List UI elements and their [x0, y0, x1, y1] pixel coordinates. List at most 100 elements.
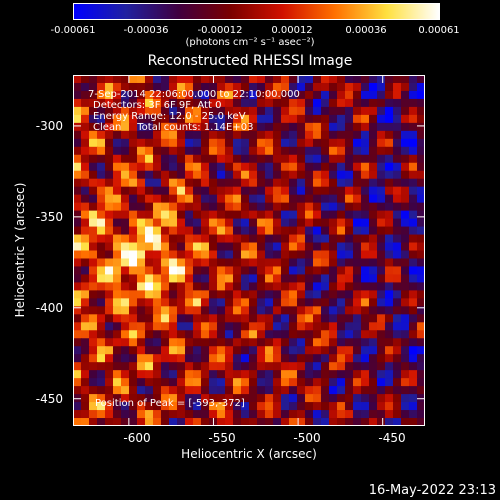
heatmap-cell	[329, 106, 338, 116]
heatmap-cell	[129, 146, 138, 156]
heatmap-cell	[401, 226, 410, 236]
heatmap-cell	[201, 354, 210, 363]
heatmap-cell	[209, 402, 218, 411]
heatmap-cell	[97, 162, 106, 172]
heatmap-cell	[369, 322, 378, 331]
heatmap-cell	[369, 82, 378, 92]
heatmap-cell	[73, 354, 82, 363]
heatmap-cell	[289, 378, 298, 387]
heatmap-cell	[377, 138, 386, 148]
heatmap-cell	[401, 354, 410, 363]
heatmap-cell	[377, 106, 386, 116]
heatmap-cell	[305, 130, 314, 140]
heatmap-cell	[89, 146, 98, 156]
heatmap-cell	[329, 378, 338, 387]
heatmap-cell	[225, 314, 234, 323]
heatmap-cell	[393, 362, 402, 371]
heatmap-cell	[81, 298, 90, 307]
heatmap-cell	[321, 250, 330, 260]
heatmap-cell	[185, 362, 194, 371]
heatmap-cell	[361, 170, 370, 180]
heatmap-cell	[193, 258, 202, 268]
heatmap-cell	[185, 298, 194, 307]
heatmap-cell	[145, 234, 154, 244]
heatmap-cell	[137, 210, 146, 220]
heatmap-cell	[369, 122, 378, 132]
heatmap-cell	[153, 362, 162, 371]
heatmap-cell	[153, 298, 162, 307]
heatmap-cell	[289, 330, 298, 339]
heatmap-cell	[249, 162, 258, 172]
heatmap-cell	[97, 130, 106, 140]
heatmap-cell	[113, 386, 122, 395]
heatmap-cell	[393, 394, 402, 403]
heatmap-cell	[393, 130, 402, 140]
heatmap-cell	[137, 266, 146, 276]
heatmap-cell	[297, 250, 306, 260]
heatmap-cell	[201, 274, 210, 284]
heatmap-cell	[209, 306, 218, 315]
heatmap-cell	[145, 202, 154, 212]
heatmap-cell	[281, 210, 290, 220]
heatmap-cell	[337, 98, 346, 108]
heatmap-cell	[417, 114, 425, 124]
heatmap-cell	[145, 258, 154, 268]
heatmap-cell	[73, 242, 82, 252]
heatmap-cell	[97, 210, 106, 220]
heatmap-cell	[217, 75, 226, 84]
heatmap-cell	[249, 75, 258, 84]
heatmap-cell	[305, 362, 314, 371]
heatmap-cell	[337, 386, 346, 395]
heatmap-cell	[169, 394, 178, 403]
heatmap-cell	[73, 306, 82, 315]
heatmap-cell	[409, 370, 418, 379]
heatmap-cell	[81, 258, 90, 268]
heatmap-cell	[329, 330, 338, 339]
heatmap-cell	[345, 98, 354, 108]
heatmap-cell	[273, 202, 282, 212]
heatmap-cell	[337, 75, 346, 84]
heatmap-cell	[321, 162, 330, 172]
heatmap-cell	[113, 242, 122, 252]
heatmap-cell	[273, 290, 282, 299]
heatmap-cell	[73, 75, 82, 84]
heatmap-cell	[73, 106, 82, 116]
heatmap-cell	[249, 202, 258, 212]
heatmap-cell	[257, 130, 266, 140]
heatmap-cell	[113, 210, 122, 220]
heatmap-cell	[209, 130, 218, 140]
heatmap-cell	[153, 234, 162, 244]
heatmap-cell	[129, 402, 138, 411]
heatmap-cell	[153, 226, 162, 236]
heatmap-cell	[89, 234, 98, 244]
heatmap-cell	[209, 250, 218, 260]
heatmap-cell	[273, 106, 282, 116]
heatmap-cell	[321, 122, 330, 132]
heatmap-cell	[281, 394, 290, 403]
heatmap-cell	[153, 410, 162, 419]
heatmap-cell	[369, 402, 378, 411]
heatmap-cell	[169, 138, 178, 148]
heatmap-cell	[185, 346, 194, 355]
heatmap-cell	[273, 394, 282, 403]
heatmap-cell	[193, 98, 202, 108]
heatmap-cell	[337, 242, 346, 252]
heatmap-cell	[417, 82, 425, 92]
heatmap-cell	[417, 186, 425, 196]
heatmap-cell	[145, 130, 154, 140]
heatmap-cell	[113, 418, 122, 426]
heatmap-cell	[281, 218, 290, 228]
heatmap-cell	[89, 138, 98, 148]
heatmap-cell	[361, 146, 370, 156]
heatmap-cell	[417, 106, 425, 116]
heatmap-cell	[329, 162, 338, 172]
heatmap-cell	[121, 234, 130, 244]
heatmap-cell	[225, 162, 234, 172]
heatmap-cell	[217, 202, 226, 212]
heatmap-cell	[409, 226, 418, 236]
heatmap-cell	[297, 266, 306, 276]
heatmap-cell	[281, 378, 290, 387]
heatmap-cell	[209, 122, 218, 132]
heatmap-cell	[105, 98, 114, 108]
heatmap-cell	[161, 330, 170, 339]
